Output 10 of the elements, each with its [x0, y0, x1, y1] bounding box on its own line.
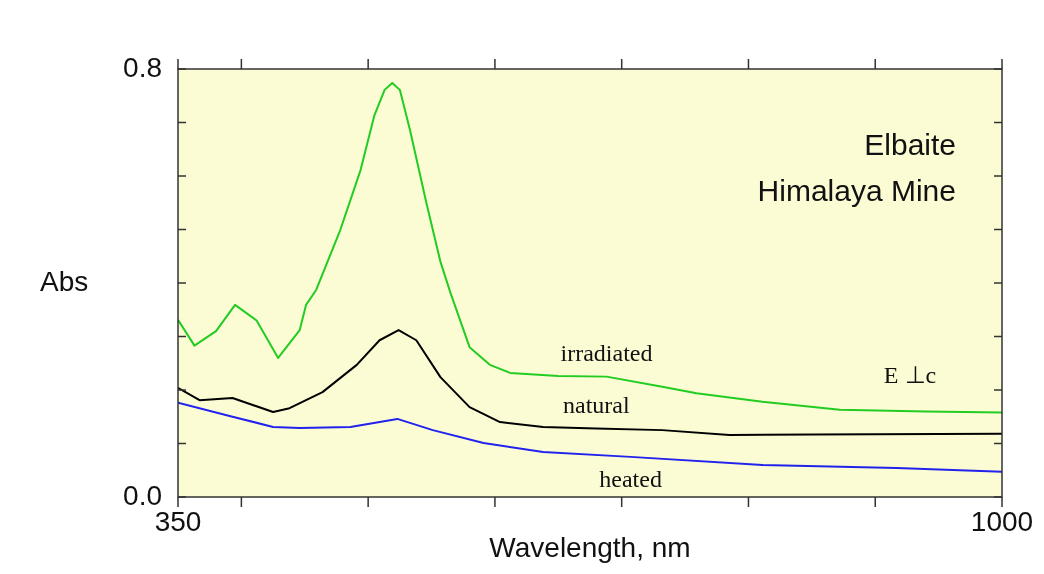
y-tick-label: 0.8: [123, 51, 162, 83]
x-tick-label: 1000: [970, 505, 1034, 537]
annotation: Elbaite: [864, 128, 956, 162]
y-axis-title: Abs: [40, 265, 89, 297]
x-axis-title: Wavelength, nm: [489, 531, 691, 563]
series-label: heated: [599, 466, 662, 493]
series-label: irradiated: [560, 339, 653, 366]
series-label: natural: [563, 391, 630, 418]
annotation: E ⊥c: [883, 362, 937, 389]
annotation: Himalaya Mine: [757, 174, 956, 208]
